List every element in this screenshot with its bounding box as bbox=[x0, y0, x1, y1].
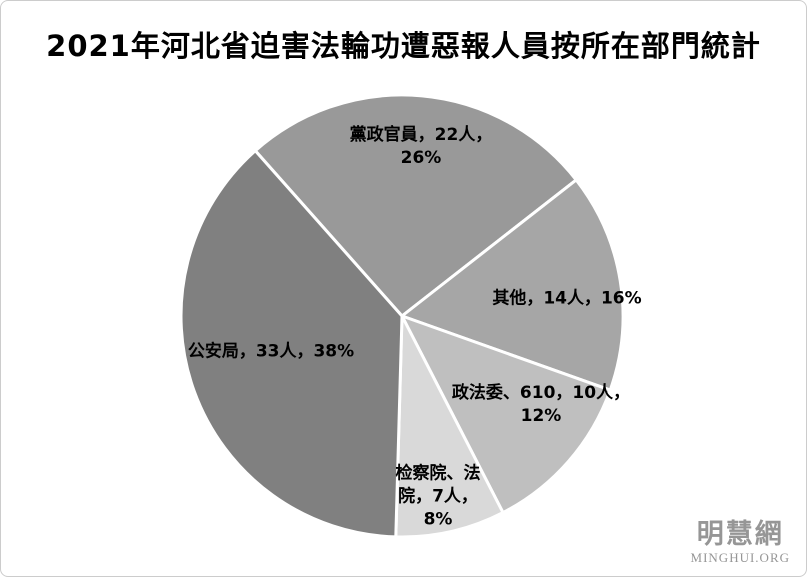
slice-label-procuratorate-court: 检察院、法 院，7人， 8% bbox=[396, 463, 481, 532]
slice-label-line: 12% bbox=[520, 406, 562, 426]
slice-label-others: 其他，14人，16% bbox=[492, 288, 641, 311]
chart-title: 2021年河北省迫害法輪功遭惡報人員按所在部門統計 bbox=[46, 29, 761, 63]
pie-slice-3 bbox=[394, 314, 505, 539]
slice-label-public-security-bureau: 公安局，33人，38% bbox=[188, 341, 354, 364]
slice-label-line: 公安局，33人，38% bbox=[187, 341, 355, 362]
slice-label-line: 院，7人， bbox=[398, 486, 478, 507]
pie-slice-0 bbox=[253, 93, 578, 318]
slice-label-line: 其他，14人，16% bbox=[492, 288, 642, 309]
slice-label-line: 政法委、610，10人， bbox=[451, 383, 631, 403]
slice-label-line: 黨政官員，22人， bbox=[349, 125, 493, 145]
slice-label-line: 8% bbox=[423, 509, 453, 530]
pie-slice-4 bbox=[179, 149, 404, 539]
slice-label-line: 26% bbox=[400, 148, 442, 168]
minghui-logo-en: MINGHUI.ORG bbox=[690, 550, 790, 565]
pie-slice-2 bbox=[400, 314, 612, 515]
minghui-watermark: 明慧網 MINGHUI.ORG bbox=[691, 521, 790, 564]
slice-label-party-gov-officials: 黨政官員，22人， 26% bbox=[350, 124, 493, 170]
minghui-logo-cn: 明慧網 bbox=[696, 519, 784, 550]
pie-slice-1 bbox=[400, 178, 625, 392]
slice-label-line: 检察院、法 bbox=[395, 463, 481, 484]
slice-label-plac-610: 政法委、610，10人， 12% bbox=[452, 382, 630, 428]
